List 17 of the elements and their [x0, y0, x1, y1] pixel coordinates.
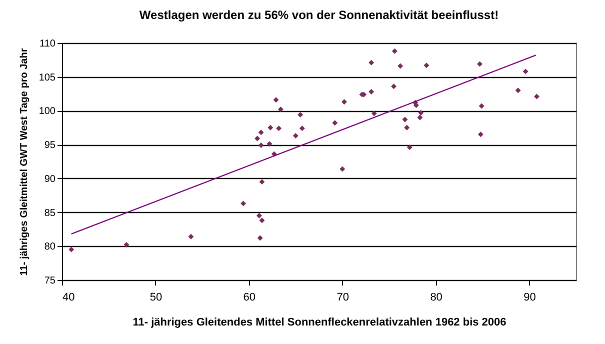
y-tick-label: 100: [38, 106, 56, 118]
x-tick-label: 50: [150, 292, 162, 304]
x-tick-label: 40: [62, 292, 75, 304]
y-tick-label: 75: [44, 276, 56, 286]
y-tick-label: 80: [44, 242, 56, 253]
y-tick-label: 110: [40, 38, 56, 50]
y-tick-label: 90: [44, 174, 56, 185]
x-tick-label: 90: [524, 292, 536, 304]
y-tick-label: 95: [44, 140, 56, 152]
x-tick-label: 80: [430, 292, 442, 304]
y-tick-label: 85: [44, 208, 56, 219]
x-tick-label: 60: [243, 292, 256, 304]
y-tick-label: 105: [38, 72, 56, 84]
y-axis-title: 11- jähriges Gleitmittel GWT West Tage pro Jahr: [18, 48, 30, 276]
x-tick-label: 70: [336, 292, 349, 304]
x-axis-title: 11- jähriges Gleitendes Mittel Sonnenfleckenrelativzahlen 1962 bis 2006: [132, 316, 506, 328]
chart-title: Westlagen werden zu 56% von der Sonnenaktivität beeinflusst!: [139, 8, 499, 22]
